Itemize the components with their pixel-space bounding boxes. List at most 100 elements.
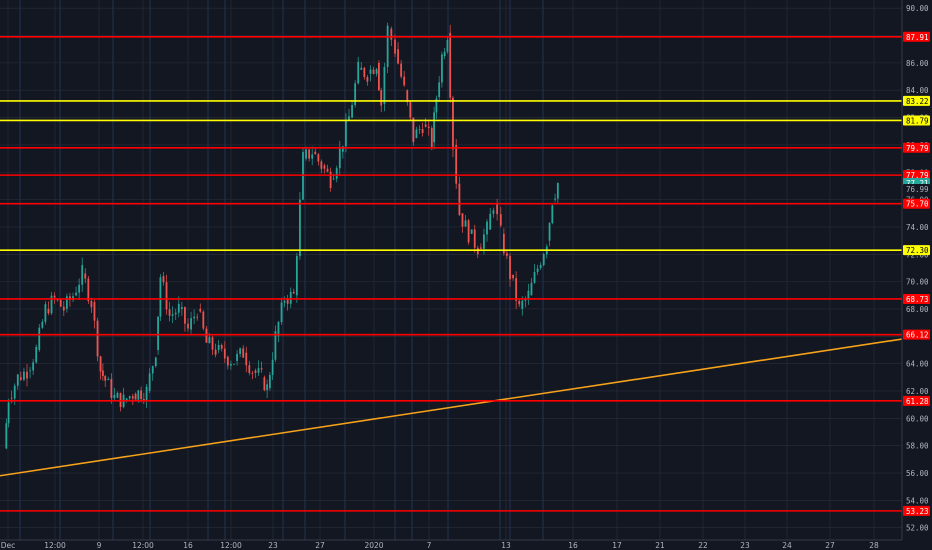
y-tick-label: 54.00 xyxy=(906,496,929,505)
candle-body xyxy=(496,203,499,215)
x-tick-label: 28 xyxy=(869,541,879,550)
candle-body xyxy=(162,276,165,283)
candle-body xyxy=(56,299,59,301)
candle-body xyxy=(280,302,283,323)
x-tick-label: 16 xyxy=(183,541,193,550)
candle-body xyxy=(217,345,220,350)
candle-body xyxy=(208,337,211,344)
candle-body xyxy=(223,348,226,359)
candle-body xyxy=(369,69,372,74)
candle-body xyxy=(107,378,110,381)
candle-body xyxy=(226,356,229,366)
candle-body xyxy=(148,373,151,391)
candle-body xyxy=(251,372,254,374)
candle-body xyxy=(128,396,131,399)
candle-body xyxy=(32,362,35,371)
candle-body xyxy=(142,399,145,401)
level-price-label: 61.28 xyxy=(906,397,929,406)
candle-body xyxy=(268,374,271,389)
candle-body xyxy=(137,390,140,400)
y-tick-label: 52.00 xyxy=(906,524,929,533)
candle-body xyxy=(415,129,418,139)
candle-body xyxy=(145,386,148,401)
candle-body xyxy=(345,120,347,147)
candle-body xyxy=(470,229,473,234)
y-tick-label: 74.00 xyxy=(906,223,929,232)
candle-body xyxy=(518,300,521,305)
candle-body xyxy=(403,76,406,86)
candle-body xyxy=(35,346,38,363)
candle-body xyxy=(140,390,142,400)
candle-body xyxy=(233,363,235,365)
candle-body xyxy=(157,316,159,350)
candle-body xyxy=(96,320,99,357)
candle-body xyxy=(499,214,502,226)
candle-body xyxy=(556,183,559,199)
candle-body xyxy=(75,292,77,296)
x-tick-label: 24 xyxy=(782,541,792,550)
level-price-tag xyxy=(903,245,930,256)
candle-body xyxy=(236,353,238,361)
candle-body xyxy=(461,213,464,227)
candle-body xyxy=(29,370,31,372)
candle-body xyxy=(7,402,10,424)
candle-body xyxy=(211,337,214,350)
candle-body xyxy=(230,363,232,366)
candle-body xyxy=(78,284,81,293)
candle-body xyxy=(449,32,452,98)
candle-body xyxy=(467,220,470,243)
candle-body xyxy=(47,308,50,314)
candle-body xyxy=(196,316,199,318)
candle-body xyxy=(492,210,495,214)
level-price-tag xyxy=(903,95,930,106)
candle-body xyxy=(521,300,524,309)
candle-body xyxy=(242,348,245,358)
candle-body xyxy=(390,28,393,40)
candle-body xyxy=(372,69,375,74)
level-price-label: 77.79 xyxy=(906,171,929,180)
candle-body xyxy=(23,371,25,380)
candle-body xyxy=(59,299,62,307)
x-tick-label: 13 xyxy=(501,541,511,550)
candle-body xyxy=(69,296,71,300)
candle-body xyxy=(26,371,28,379)
candle-body xyxy=(248,365,251,373)
candle-body xyxy=(159,277,162,317)
candle-body xyxy=(116,392,119,398)
candle-body xyxy=(357,61,360,84)
y-tick-label: 60.00 xyxy=(906,414,929,423)
level-price-label: 87.91 xyxy=(906,33,929,42)
candle-body xyxy=(551,205,554,223)
candle-body xyxy=(314,151,317,155)
candle-body xyxy=(486,221,488,235)
level-price-tag xyxy=(903,198,930,209)
candle-body xyxy=(515,278,518,301)
candle-body xyxy=(536,268,539,272)
candle-body xyxy=(5,423,8,449)
candle-body xyxy=(292,291,295,294)
candle-body xyxy=(323,165,326,169)
y-tick-label: 58.00 xyxy=(906,442,929,451)
candle-body xyxy=(151,366,154,374)
x-tick-label: 7 xyxy=(427,541,432,550)
candle-body xyxy=(400,63,403,77)
candle-body xyxy=(10,397,13,399)
y-tick-label: 56.00 xyxy=(906,469,929,478)
candle-body xyxy=(65,296,68,309)
candle-body xyxy=(266,384,269,391)
x-tick-label: 23 xyxy=(268,541,278,550)
candle-body xyxy=(99,356,102,372)
candle-body xyxy=(458,183,461,216)
x-tick-label: Dec xyxy=(1,541,16,550)
candle-body xyxy=(187,323,189,329)
x-tick-label: 22 xyxy=(698,541,708,550)
candle-body xyxy=(190,318,192,330)
candle-body xyxy=(184,307,186,324)
candle-body xyxy=(180,307,183,309)
candle-body xyxy=(283,300,286,303)
candle-body xyxy=(199,308,202,312)
candle-body xyxy=(512,274,514,279)
candle-body xyxy=(193,316,196,319)
x-tick-label: 23 xyxy=(740,541,750,550)
